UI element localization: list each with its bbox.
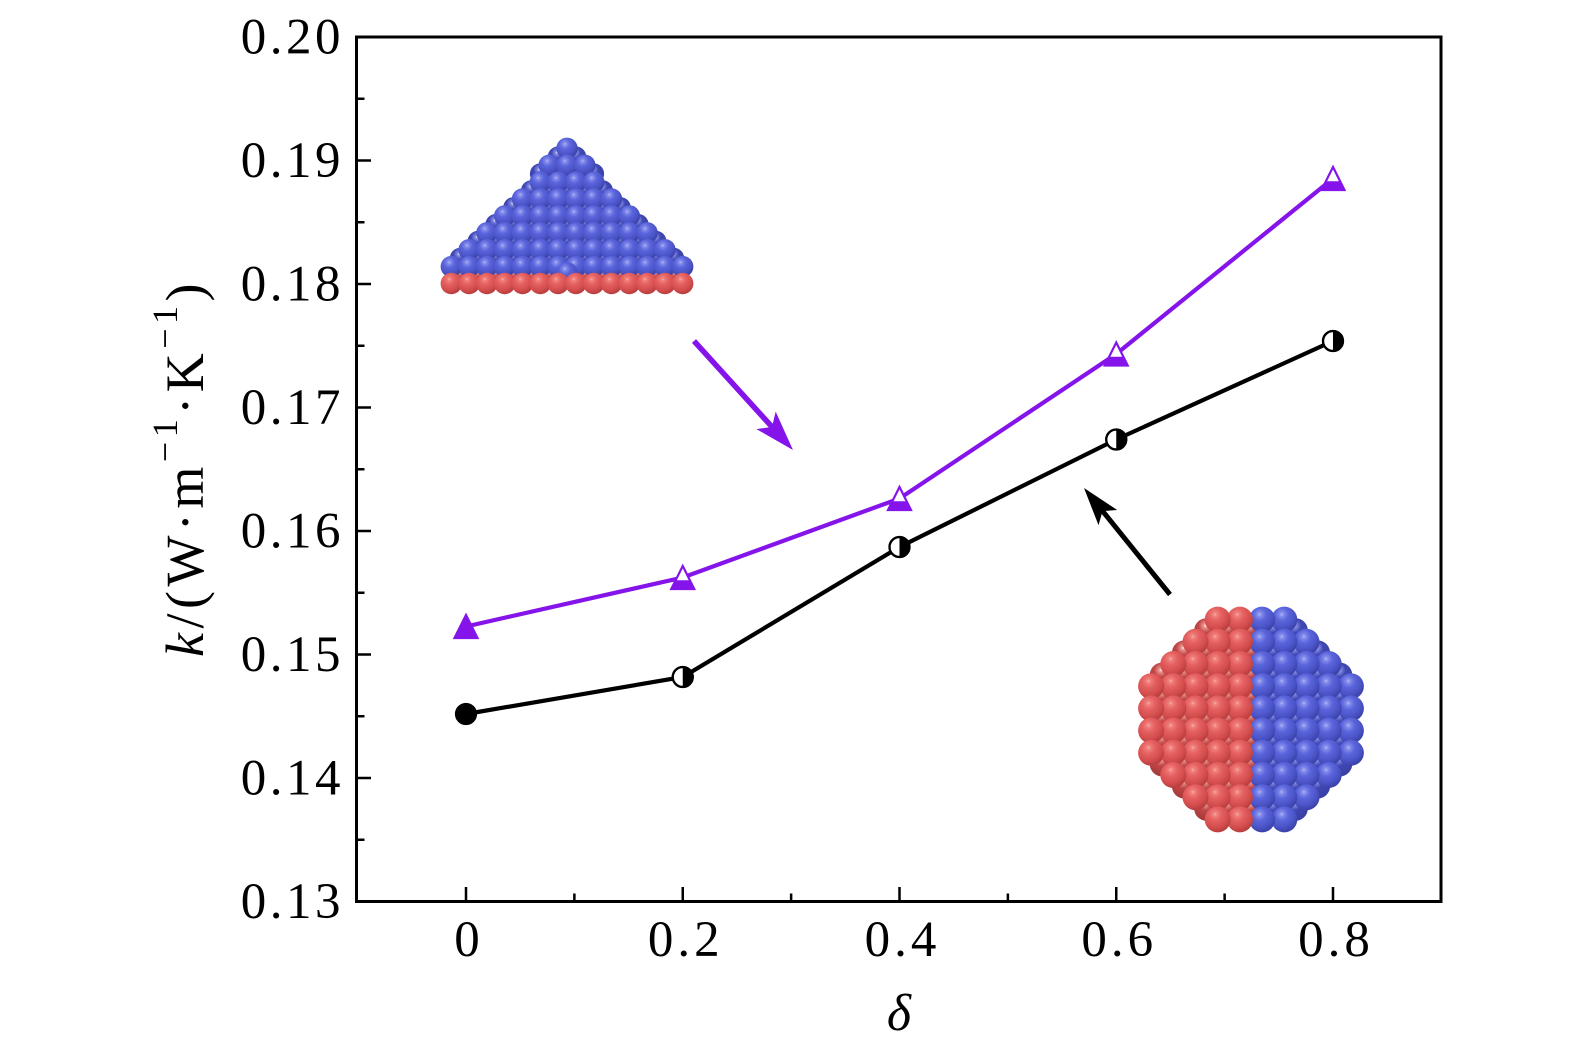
svg-text:k/(W·m−1·K−1): k/(W·m−1·K−1) xyxy=(145,279,215,657)
svg-text:0.14: 0.14 xyxy=(241,751,344,807)
svg-text:δ: δ xyxy=(887,985,912,1042)
svg-text:0.19: 0.19 xyxy=(241,133,344,189)
svg-text:0.2: 0.2 xyxy=(648,912,724,968)
svg-text:0.15: 0.15 xyxy=(241,627,344,683)
svg-text:0.6: 0.6 xyxy=(1081,912,1157,968)
svg-text:0.20: 0.20 xyxy=(241,10,344,66)
svg-text:0: 0 xyxy=(454,912,484,968)
svg-text:0.8: 0.8 xyxy=(1298,912,1374,968)
svg-text:0.16: 0.16 xyxy=(241,504,344,560)
svg-text:0.18: 0.18 xyxy=(241,257,344,313)
svg-text:0.13: 0.13 xyxy=(241,874,344,930)
svg-text:0.17: 0.17 xyxy=(241,380,344,436)
svg-text:0.4: 0.4 xyxy=(865,912,941,968)
